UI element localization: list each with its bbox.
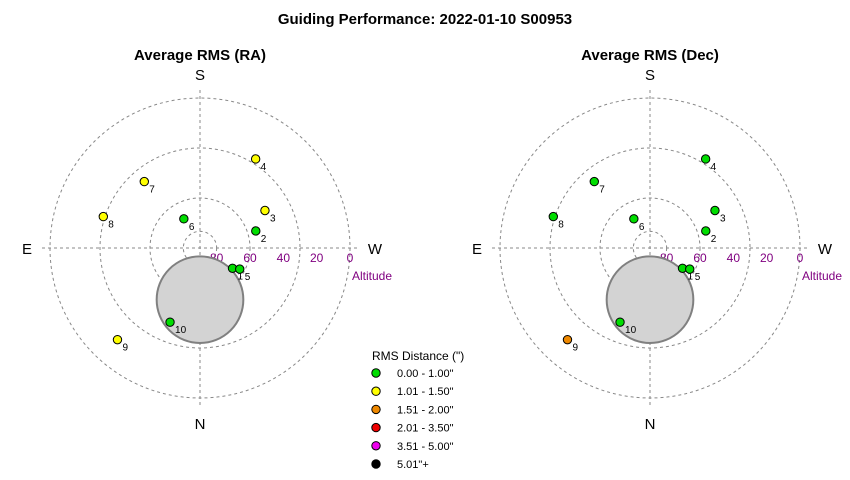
legend-item-label: 3.51 - 5.00": [397, 441, 454, 453]
radial-tick-label: 60: [693, 251, 707, 265]
data-point-label: 7: [599, 185, 605, 196]
compass-east: E: [472, 241, 482, 258]
data-point: [701, 226, 711, 236]
legend-title: RMS Distance ("): [372, 349, 464, 363]
legend-item-label: 5.01"+: [397, 459, 429, 471]
obstruction-disk: [605, 255, 695, 344]
radial-tick-label: 20: [760, 251, 774, 265]
polar-panel-ra: Average RMS (RA) S N E W Altitude 80 60 40…: [22, 47, 392, 433]
data-point: [562, 334, 573, 345]
data-point: [260, 205, 270, 216]
data-point-label: 8: [558, 220, 564, 231]
compass-north: N: [195, 416, 206, 433]
data-point: [250, 154, 261, 164]
data-point-label: 5: [695, 272, 701, 283]
data-point-label: 3: [720, 214, 726, 225]
data-point-label: 6: [639, 222, 645, 233]
compass-south: S: [195, 67, 205, 84]
legend-swatch: [371, 368, 381, 378]
compass-south: S: [645, 67, 655, 84]
data-point-label: 1: [238, 271, 244, 282]
compass-north: N: [645, 416, 656, 433]
data-point-label: 6: [189, 222, 195, 233]
radial-tick-label: 60: [243, 251, 257, 265]
data-point: [615, 317, 625, 327]
data-point-label: 2: [711, 234, 717, 245]
data-point-label: 1: [688, 271, 694, 282]
radial-axis-label: Altitude: [352, 269, 392, 283]
data-point-label: 4: [711, 162, 717, 173]
radial-tick-label: 40: [277, 251, 291, 265]
data-point-label: 10: [175, 325, 187, 336]
legend-swatch: [371, 459, 381, 469]
data-point-label: 7: [149, 185, 155, 196]
data-point: [165, 317, 175, 327]
legend-swatch: [371, 386, 381, 396]
radial-tick-label: 0: [347, 251, 354, 265]
data-point: [710, 205, 720, 216]
data-point-label: 9: [572, 343, 578, 354]
radial-axis-label: Altitude: [802, 269, 842, 283]
compass-west: W: [818, 241, 833, 258]
data-point-label: 2: [261, 234, 267, 245]
panel-title-dec: Average RMS (Dec): [581, 47, 719, 64]
legend-swatch: [371, 422, 381, 433]
radial-tick-label: 40: [727, 251, 741, 265]
data-point: [589, 176, 599, 187]
data-point-label: 9: [122, 343, 128, 354]
legend-swatch: [371, 441, 381, 451]
data-point: [235, 264, 245, 274]
legend-item-label: 1.51 - 2.00": [397, 404, 454, 416]
data-point: [179, 214, 189, 224]
legend-item-label: 2.01 - 3.50": [397, 423, 454, 435]
data-point-label: 5: [245, 272, 251, 283]
legend-item-label: 0.00 - 1.00": [397, 368, 454, 380]
compass-east: E: [22, 241, 32, 258]
chart-main-title: Guiding Performance: 2022-01-10 S00953: [278, 11, 572, 28]
data-point: [112, 334, 123, 345]
legend-item-label: 1.01 - 1.50": [397, 386, 454, 398]
compass-west: W: [368, 241, 383, 258]
data-point-label: 4: [261, 162, 267, 173]
data-point: [548, 211, 559, 222]
data-point: [700, 154, 711, 164]
data-point-label: 10: [625, 325, 637, 336]
data-point: [629, 214, 639, 224]
data-point: [251, 226, 261, 236]
data-point-label: 3: [270, 214, 276, 225]
panel-title-ra: Average RMS (RA): [134, 47, 266, 64]
polar-grid: [42, 90, 358, 406]
data-point: [139, 176, 149, 187]
radial-tick-label: 0: [797, 251, 804, 265]
data-point-label: 8: [108, 220, 114, 231]
data-point: [98, 211, 109, 222]
legend-swatch: [371, 404, 381, 415]
polar-grid: [492, 90, 808, 406]
data-point: [685, 264, 695, 274]
obstruction-disk: [155, 255, 245, 344]
legend: RMS Distance (") 0.00 - 1.00" 1.01 - 1.50…: [371, 349, 464, 471]
polar-panel-dec: Average RMS (Dec) S N E W Altitude 8 0 60 4…: [472, 47, 842, 433]
radial-tick-label: 20: [310, 251, 324, 265]
